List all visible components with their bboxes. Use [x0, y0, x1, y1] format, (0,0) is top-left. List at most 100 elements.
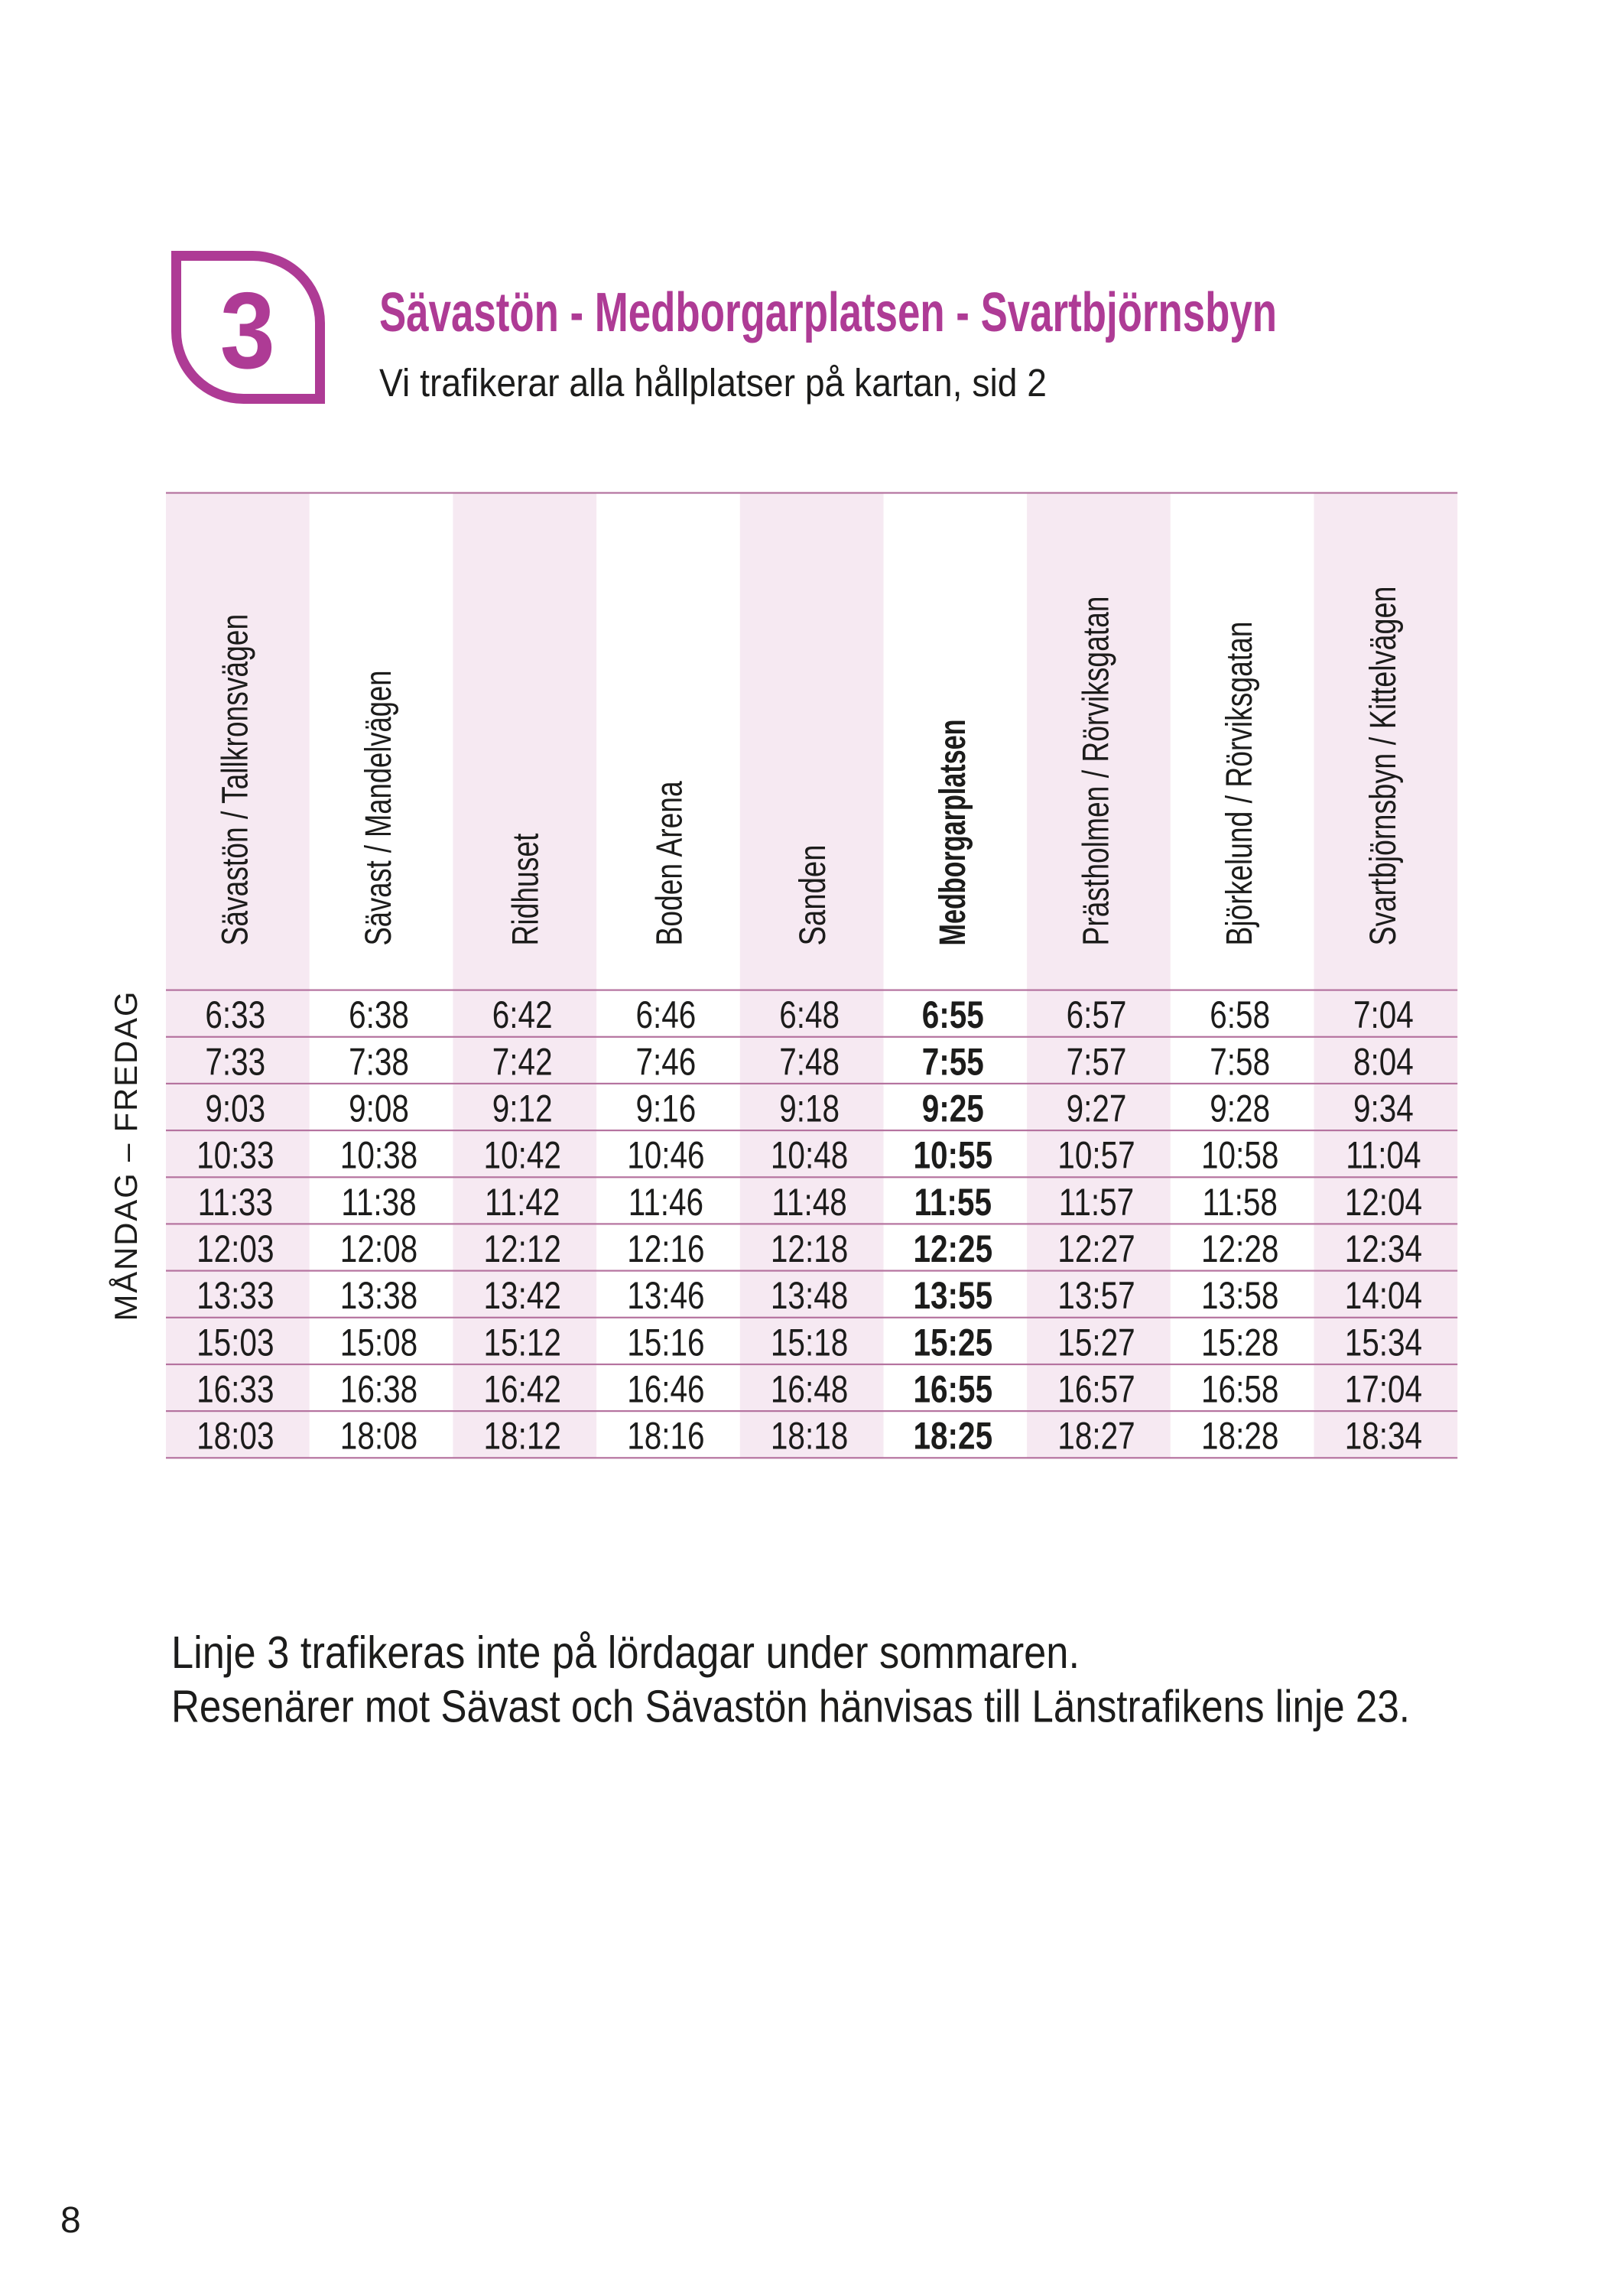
svg-text:10:55: 10:55	[914, 1134, 993, 1177]
svg-text:6:42: 6:42	[492, 993, 553, 1036]
svg-text:Resenärer mot Sävast och Sävas: Resenärer mot Sävast och Sävastön hänvis…	[171, 1682, 1410, 1732]
svg-text:9:03: 9:03	[205, 1087, 265, 1130]
svg-text:3: 3	[220, 270, 275, 392]
svg-text:16:42: 16:42	[484, 1368, 561, 1411]
svg-text:18:16: 18:16	[627, 1415, 704, 1458]
svg-text:Sävast / Mandelvägen: Sävast / Mandelvägen	[359, 671, 399, 946]
svg-text:16:55: 16:55	[914, 1368, 993, 1411]
svg-text:6:33: 6:33	[205, 993, 265, 1036]
svg-text:Ridhuset: Ridhuset	[506, 834, 547, 946]
svg-text:18:03: 18:03	[197, 1415, 274, 1458]
svg-text:12:16: 12:16	[627, 1227, 704, 1270]
svg-text:15:16: 15:16	[627, 1321, 704, 1364]
svg-text:Linje 3 trafikeras inte på lör: Linje 3 trafikeras inte på lördagar unde…	[171, 1627, 1080, 1678]
svg-text:12:03: 12:03	[197, 1227, 274, 1270]
svg-text:13:48: 13:48	[771, 1274, 848, 1317]
svg-text:13:33: 13:33	[197, 1274, 274, 1317]
svg-text:14:04: 14:04	[1345, 1274, 1422, 1317]
svg-text:Sävastön - Medborgarplatsen -: Sävastön - Medborgarplatsen - Svartbjörn…	[379, 282, 1277, 343]
svg-text:6:57: 6:57	[1067, 993, 1127, 1036]
svg-text:11:33: 11:33	[198, 1181, 273, 1224]
svg-text:11:04: 11:04	[1346, 1134, 1421, 1177]
svg-text:16:46: 16:46	[627, 1368, 704, 1411]
svg-text:12:34: 12:34	[1345, 1227, 1422, 1270]
svg-text:13:46: 13:46	[627, 1274, 704, 1317]
svg-text:15:34: 15:34	[1345, 1321, 1422, 1364]
svg-text:10:58: 10:58	[1201, 1134, 1278, 1177]
svg-text:7:04: 7:04	[1353, 993, 1414, 1036]
svg-text:12:27: 12:27	[1057, 1227, 1135, 1270]
svg-text:9:28: 9:28	[1210, 1087, 1270, 1130]
svg-text:11:42: 11:42	[485, 1181, 560, 1224]
svg-text:15:03: 15:03	[197, 1321, 274, 1364]
svg-text:10:48: 10:48	[771, 1134, 848, 1177]
svg-text:18:27: 18:27	[1057, 1415, 1135, 1458]
svg-text:7:46: 7:46	[636, 1040, 697, 1083]
svg-text:7:55: 7:55	[922, 1040, 984, 1083]
svg-text:7:42: 7:42	[492, 1040, 553, 1083]
svg-text:18:34: 18:34	[1345, 1415, 1422, 1458]
svg-text:10:57: 10:57	[1057, 1134, 1135, 1177]
svg-text:18:25: 18:25	[914, 1415, 993, 1458]
svg-text:8: 8	[60, 2200, 81, 2241]
svg-text:Boden Arena: Boden Arena	[649, 781, 690, 945]
svg-text:15:27: 15:27	[1057, 1321, 1135, 1364]
svg-text:6:55: 6:55	[922, 993, 984, 1036]
svg-text:MÅNDAG – FREDAG: MÅNDAG – FREDAG	[108, 992, 144, 1322]
svg-text:13:55: 13:55	[914, 1274, 993, 1317]
svg-text:Prästholmen / Rörviksgatan: Prästholmen / Rörviksgatan	[1077, 597, 1117, 946]
svg-text:13:38: 13:38	[340, 1274, 417, 1317]
svg-text:18:12: 18:12	[484, 1415, 561, 1458]
svg-text:6:48: 6:48	[779, 993, 840, 1036]
svg-text:15:18: 15:18	[771, 1321, 848, 1364]
svg-text:10:33: 10:33	[197, 1134, 274, 1177]
svg-text:7:48: 7:48	[779, 1040, 840, 1083]
svg-text:13:42: 13:42	[484, 1274, 561, 1317]
svg-text:15:12: 15:12	[484, 1321, 561, 1364]
svg-text:16:38: 16:38	[340, 1368, 417, 1411]
svg-text:8:04: 8:04	[1353, 1040, 1414, 1083]
svg-text:11:55: 11:55	[914, 1181, 992, 1224]
svg-text:7:58: 7:58	[1210, 1040, 1270, 1083]
svg-text:11:38: 11:38	[341, 1181, 416, 1224]
svg-text:12:12: 12:12	[484, 1227, 561, 1270]
svg-text:13:58: 13:58	[1201, 1274, 1278, 1317]
svg-text:9:12: 9:12	[492, 1087, 553, 1130]
svg-text:15:28: 15:28	[1201, 1321, 1278, 1364]
svg-text:16:57: 16:57	[1057, 1368, 1135, 1411]
svg-text:15:25: 15:25	[914, 1321, 993, 1364]
svg-text:7:33: 7:33	[205, 1040, 265, 1083]
svg-text:Svartbjörnsbyn / Kittelvägen: Svartbjörnsbyn / Kittelvägen	[1363, 587, 1404, 946]
svg-text:7:38: 7:38	[349, 1040, 409, 1083]
svg-text:18:08: 18:08	[340, 1415, 417, 1458]
svg-text:12:25: 12:25	[914, 1227, 993, 1270]
svg-text:15:08: 15:08	[340, 1321, 417, 1364]
svg-text:9:34: 9:34	[1353, 1087, 1414, 1130]
svg-text:16:48: 16:48	[771, 1368, 848, 1411]
svg-text:Medborgarplatsen: Medborgarplatsen	[933, 720, 973, 946]
svg-text:11:48: 11:48	[771, 1181, 846, 1224]
svg-text:17:04: 17:04	[1345, 1368, 1422, 1411]
svg-text:6:38: 6:38	[349, 993, 409, 1036]
svg-text:12:28: 12:28	[1201, 1227, 1278, 1270]
svg-text:Sävastön / Tallkronsvägen: Sävastön / Tallkronsvägen	[215, 614, 255, 946]
svg-text:11:57: 11:57	[1059, 1181, 1134, 1224]
svg-text:12:18: 12:18	[771, 1227, 848, 1270]
svg-text:11:58: 11:58	[1203, 1181, 1278, 1224]
svg-text:10:46: 10:46	[627, 1134, 704, 1177]
svg-text:10:42: 10:42	[484, 1134, 561, 1177]
svg-text:Björkelund / Rörviksgatan: Björkelund / Rörviksgatan	[1220, 622, 1260, 946]
svg-text:11:46: 11:46	[628, 1181, 703, 1224]
svg-text:6:46: 6:46	[636, 993, 697, 1036]
svg-text:7:57: 7:57	[1067, 1040, 1127, 1083]
svg-text:9:08: 9:08	[349, 1087, 409, 1130]
svg-text:Sanden: Sanden	[793, 845, 833, 946]
svg-text:9:27: 9:27	[1067, 1087, 1127, 1130]
svg-text:16:33: 16:33	[197, 1368, 274, 1411]
svg-text:Vi trafikerar alla hållplatser: Vi trafikerar alla hållplatser på kartan…	[379, 361, 1047, 405]
svg-text:18:18: 18:18	[771, 1415, 848, 1458]
svg-text:9:18: 9:18	[779, 1087, 840, 1130]
svg-text:18:28: 18:28	[1201, 1415, 1278, 1458]
svg-text:13:57: 13:57	[1057, 1274, 1135, 1317]
svg-text:6:58: 6:58	[1210, 993, 1270, 1036]
